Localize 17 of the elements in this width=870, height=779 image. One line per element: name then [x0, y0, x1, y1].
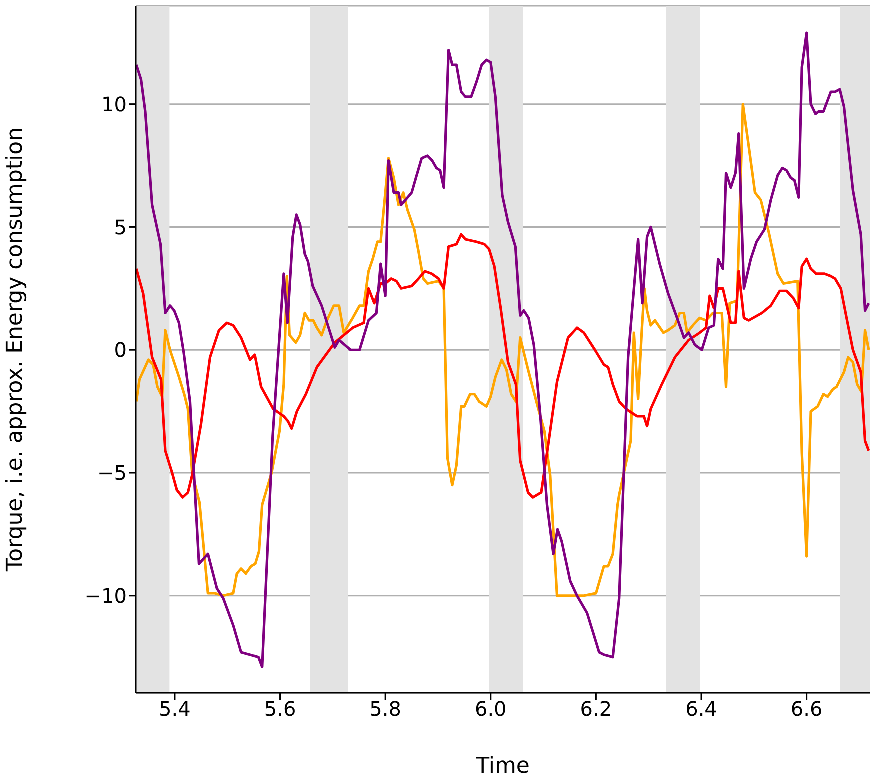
- x-tick-label: 6.2: [580, 697, 612, 722]
- y-tick-label: 10: [102, 92, 127, 116]
- line-series: [136, 233, 870, 499]
- y-tick-label: 0: [114, 338, 127, 362]
- y-tick-label: −10: [84, 584, 127, 608]
- y-tick-label: −5: [98, 461, 127, 486]
- line-series: [136, 32, 870, 668]
- x-axis-title: Time: [475, 754, 530, 779]
- x-tick-label: 5.6: [264, 697, 296, 722]
- x-tick-label: 5.8: [370, 697, 402, 722]
- y-tick-label: 5: [114, 215, 127, 240]
- line-series: [136, 103, 870, 598]
- x-tick-label: 6.4: [686, 697, 718, 722]
- x-tick-label: 6.0: [474, 697, 507, 722]
- x-tick-label: 6.6: [790, 697, 823, 722]
- y-axis-title: Torque, i.e. approx. Energy consumption: [2, 127, 28, 573]
- x-tick-label: 5.4: [159, 697, 191, 722]
